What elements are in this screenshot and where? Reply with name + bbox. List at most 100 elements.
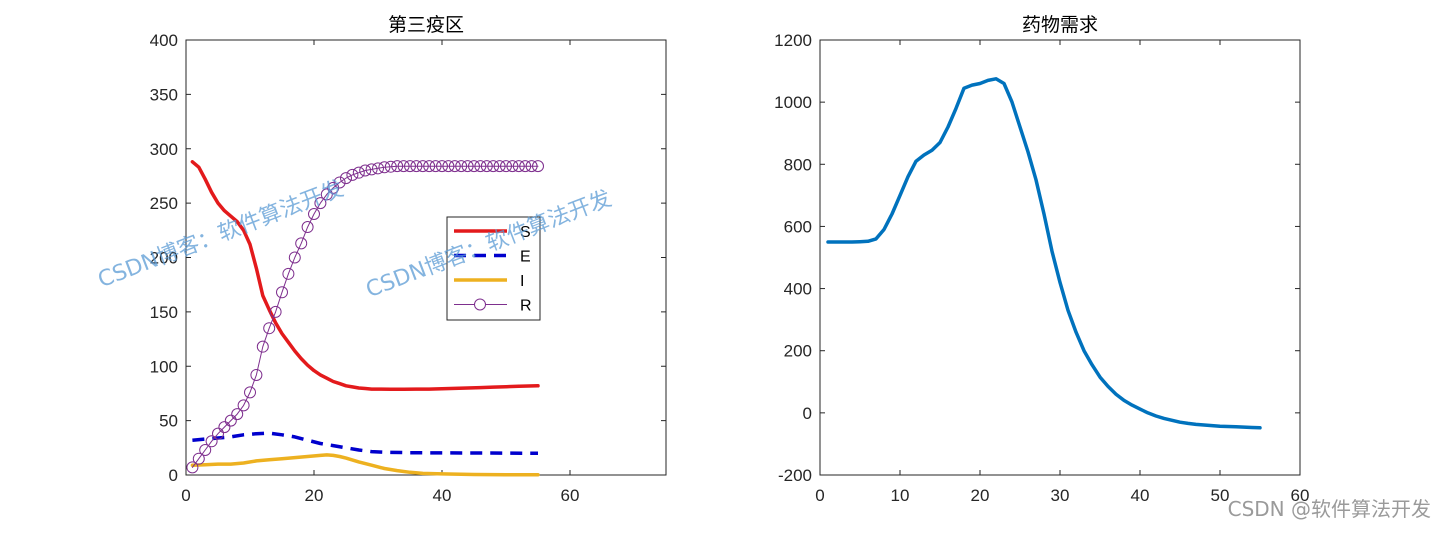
marker-R xyxy=(455,160,468,173)
marker-R xyxy=(448,160,461,173)
marker-R xyxy=(256,340,269,353)
marker-R xyxy=(301,221,314,234)
y-tick-label: 100 xyxy=(150,357,178,376)
y-tick-label: 50 xyxy=(159,412,178,431)
legend-marker-R xyxy=(474,298,486,311)
x-tick-label: 40 xyxy=(433,486,452,505)
marker-R xyxy=(308,208,320,220)
marker-R xyxy=(378,161,391,174)
marker-R xyxy=(352,166,365,179)
x-tick-label: 0 xyxy=(181,486,190,505)
marker-R xyxy=(192,452,205,465)
marker-R xyxy=(288,251,301,264)
marker-R xyxy=(384,160,397,173)
marker-R xyxy=(480,160,493,173)
marker-R xyxy=(410,160,423,173)
y-tick-label: 800 xyxy=(784,155,812,174)
marker-R xyxy=(269,305,282,318)
marker-R xyxy=(205,435,218,448)
marker-R xyxy=(244,386,256,399)
marker-R xyxy=(218,421,231,434)
marker-R xyxy=(250,368,263,381)
x-tick-label: 40 xyxy=(1131,486,1150,505)
y-tick-label: 400 xyxy=(784,280,812,299)
y-tick-label: 600 xyxy=(784,217,812,236)
x-tick-label: 20 xyxy=(971,486,990,505)
marker-R xyxy=(474,160,487,173)
legend-label-E: E xyxy=(520,249,531,266)
marker-R xyxy=(212,427,224,440)
y-tick-label: 200 xyxy=(784,342,812,361)
chart-title: 第三疫区 xyxy=(388,14,464,36)
marker-R xyxy=(525,160,538,173)
series-line-I xyxy=(190,453,540,477)
x-tick-label: 0 xyxy=(815,486,824,505)
plot-area xyxy=(819,39,1301,476)
marker-R xyxy=(314,197,327,210)
marker-R xyxy=(493,160,506,173)
x-tick-label: 30 xyxy=(1051,486,1070,505)
marker-R xyxy=(333,176,346,189)
marker-R xyxy=(461,160,474,173)
x-tick-label: 60 xyxy=(1291,486,1310,505)
legend-box xyxy=(446,216,541,321)
marker-R xyxy=(487,160,500,173)
marker-R xyxy=(340,172,352,185)
marker-R xyxy=(519,160,532,173)
series-line-E xyxy=(192,431,539,456)
marker-R xyxy=(282,267,295,280)
marker-R xyxy=(532,160,544,173)
marker-R xyxy=(372,162,384,175)
marker-R xyxy=(500,160,512,173)
marker-R xyxy=(365,163,378,176)
marker-R xyxy=(231,408,244,421)
y-tick-label: 400 xyxy=(150,31,178,50)
x-tick-label: 20 xyxy=(305,486,324,505)
marker-R xyxy=(397,160,410,173)
marker-R xyxy=(295,237,308,250)
legend-label-R: R xyxy=(520,298,532,315)
legend-label-S: S xyxy=(520,224,531,241)
marker-R xyxy=(263,322,276,335)
series-line-S xyxy=(190,160,540,392)
marker-R xyxy=(320,188,333,201)
marker-R xyxy=(436,160,448,173)
marker-R xyxy=(224,414,237,427)
y-tick-label: -200 xyxy=(778,466,812,485)
marker-R xyxy=(423,160,436,173)
chart-title: 药物需求 xyxy=(1022,14,1098,36)
x-tick-label: 50 xyxy=(1211,486,1230,505)
marker-R xyxy=(512,160,525,173)
legend-label-I: I xyxy=(520,273,524,290)
marker-R xyxy=(404,160,416,173)
y-tick-label: 1000 xyxy=(774,93,812,112)
marker-R xyxy=(391,160,404,173)
watermark-corner: CSDN @软件算法开发 xyxy=(1227,497,1431,521)
y-tick-label: 150 xyxy=(150,303,178,322)
marker-R xyxy=(429,160,442,173)
marker-R xyxy=(237,399,250,412)
y-tick-label: 250 xyxy=(150,194,178,213)
y-tick-label: 0 xyxy=(803,404,812,423)
plot-area xyxy=(185,39,667,476)
x-tick-label: 60 xyxy=(561,486,580,505)
marker-R xyxy=(346,168,359,181)
y-tick-label: 300 xyxy=(150,140,178,159)
x-tick-label: 10 xyxy=(891,486,910,505)
y-tick-label: 200 xyxy=(150,249,178,268)
marker-R xyxy=(416,160,429,173)
series-line-series-1 xyxy=(826,77,1262,430)
y-tick-label: 0 xyxy=(169,466,178,485)
y-tick-label: 350 xyxy=(150,85,178,104)
marker-R xyxy=(468,160,480,173)
marker-R xyxy=(199,443,212,456)
marker-R xyxy=(276,286,288,299)
marker-R xyxy=(186,461,199,474)
series-line-R xyxy=(191,165,539,468)
marker-R xyxy=(359,164,372,177)
